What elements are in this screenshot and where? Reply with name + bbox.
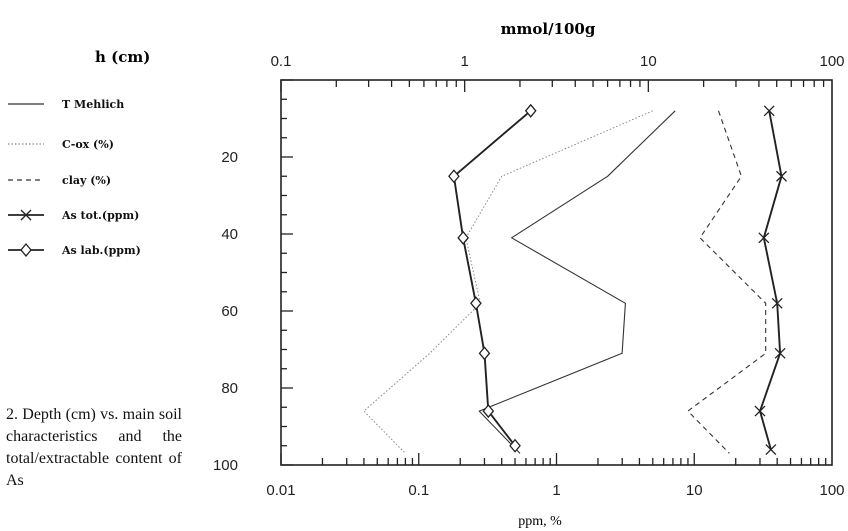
top-tick-label: 0.1 <box>271 53 292 70</box>
y-axis-title: h (cm) <box>95 48 150 66</box>
plot-frame <box>280 79 833 466</box>
top-tick-label: 10 <box>640 53 657 70</box>
x-marker <box>771 297 783 309</box>
series-line <box>759 110 783 450</box>
series-line <box>452 110 532 447</box>
bottom-axis-ticks: 0.01 0.1 1 10 100 <box>266 453 845 499</box>
x-marker <box>765 444 777 456</box>
bottom-tick-label: 0.1 <box>408 482 429 499</box>
y-tick-label: 80 <box>221 380 238 397</box>
diamond-marker <box>482 404 495 419</box>
series-line <box>687 110 767 454</box>
series-line <box>363 110 653 454</box>
diamond-marker <box>457 230 469 245</box>
legend: T Mehlich C-ox (%) clay (%) As tot.(ppm) As … <box>8 98 141 258</box>
top-tick-label: 1 <box>460 53 468 70</box>
bottom-tick-label: 0.01 <box>266 482 295 499</box>
x-marker <box>758 232 770 244</box>
x-marker <box>20 209 32 221</box>
legend-label: clay (%) <box>62 174 111 187</box>
x-marker <box>763 105 775 117</box>
legend-label: T Mehlich <box>62 98 124 111</box>
y-axis-ticks: 20 40 60 80 100 <box>213 79 293 474</box>
diamond-marker <box>470 296 482 311</box>
diamond-marker <box>524 103 537 118</box>
y-tick-label: 60 <box>221 303 238 320</box>
diamond-marker <box>478 346 491 361</box>
figure-caption: 2. Depth (cm) vs. main soil characterist… <box>6 406 182 489</box>
legend-label: As lab.(ppm) <box>61 244 141 257</box>
top-axis-ticks: 0.1 1 10 100 <box>271 53 845 92</box>
series-layer <box>363 103 787 456</box>
x-marker <box>776 170 787 182</box>
x-marker <box>774 347 786 359</box>
diamond-marker <box>448 169 460 184</box>
legend-label: C-ox (%) <box>62 138 114 151</box>
top-tick-label: 100 <box>819 53 844 70</box>
series-line <box>478 110 676 454</box>
y-tick-label: 100 <box>213 457 238 474</box>
diamond-marker <box>20 242 32 258</box>
diamond-marker <box>509 438 521 453</box>
legend-label: As tot.(ppm) <box>61 209 139 222</box>
bottom-axis-title: ppm, % <box>518 514 562 529</box>
bottom-tick-label: 100 <box>819 482 844 499</box>
y-tick-label: 40 <box>221 226 238 243</box>
bottom-tick-label: 10 <box>686 482 703 499</box>
bottom-tick-label: 1 <box>552 482 560 499</box>
x-marker <box>754 405 766 417</box>
y-tick-label: 20 <box>221 149 238 166</box>
top-axis-title: mmol/100g <box>501 20 596 38</box>
